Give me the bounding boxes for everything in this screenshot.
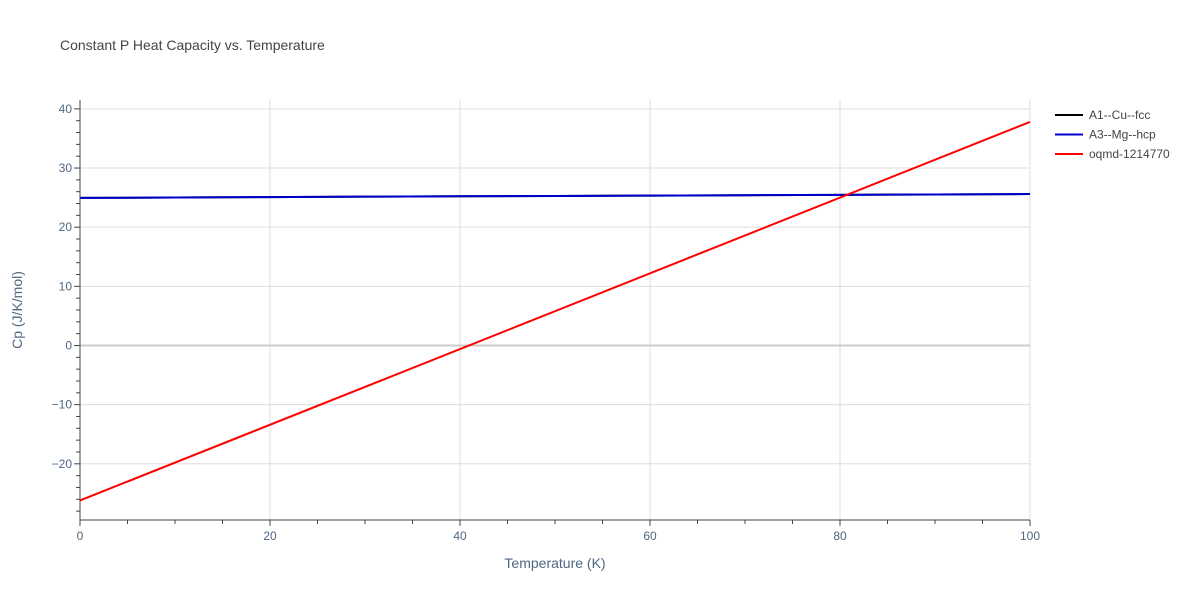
grid-layer [80, 100, 1031, 520]
series-line-oqmd-1214770 [79, 120, 1031, 502]
axis-layer: 0 20 40 60 80 100 −20 −10 0 10 20 30 40 [52, 100, 1040, 543]
y-tick-label: −20 [52, 457, 73, 471]
legend-label: A3--Mg--hcp [1089, 128, 1156, 142]
series-line-A3--Mg--hcp [79, 193, 1031, 199]
legend: A1--Cu--fcc A3--Mg--hcp oqmd-1214770 [1055, 108, 1170, 161]
y-tick-label: 30 [59, 161, 73, 175]
y-tick-label: 40 [59, 102, 73, 116]
x-tick-label: 0 [77, 529, 84, 543]
legend-label: oqmd-1214770 [1089, 147, 1170, 161]
y-axis-title: Cp (J/K/mol) [9, 271, 25, 349]
y-tick-label: 0 [65, 338, 72, 352]
series-layer [79, 120, 1031, 502]
x-axis-title: Temperature (K) [504, 555, 605, 571]
x-tick-label: 60 [643, 529, 657, 543]
x-tick-label: 80 [833, 529, 847, 543]
y-tick-label: −10 [52, 398, 73, 412]
x-tick-label: 20 [263, 529, 277, 543]
chart-title: Constant P Heat Capacity vs. Temperature [60, 37, 325, 53]
legend-label: A1--Cu--fcc [1089, 108, 1150, 122]
y-tick-label: 10 [59, 279, 73, 293]
x-tick-label: 100 [1020, 529, 1040, 543]
x-tick-label: 40 [453, 529, 467, 543]
y-tick-label: 20 [59, 220, 73, 234]
